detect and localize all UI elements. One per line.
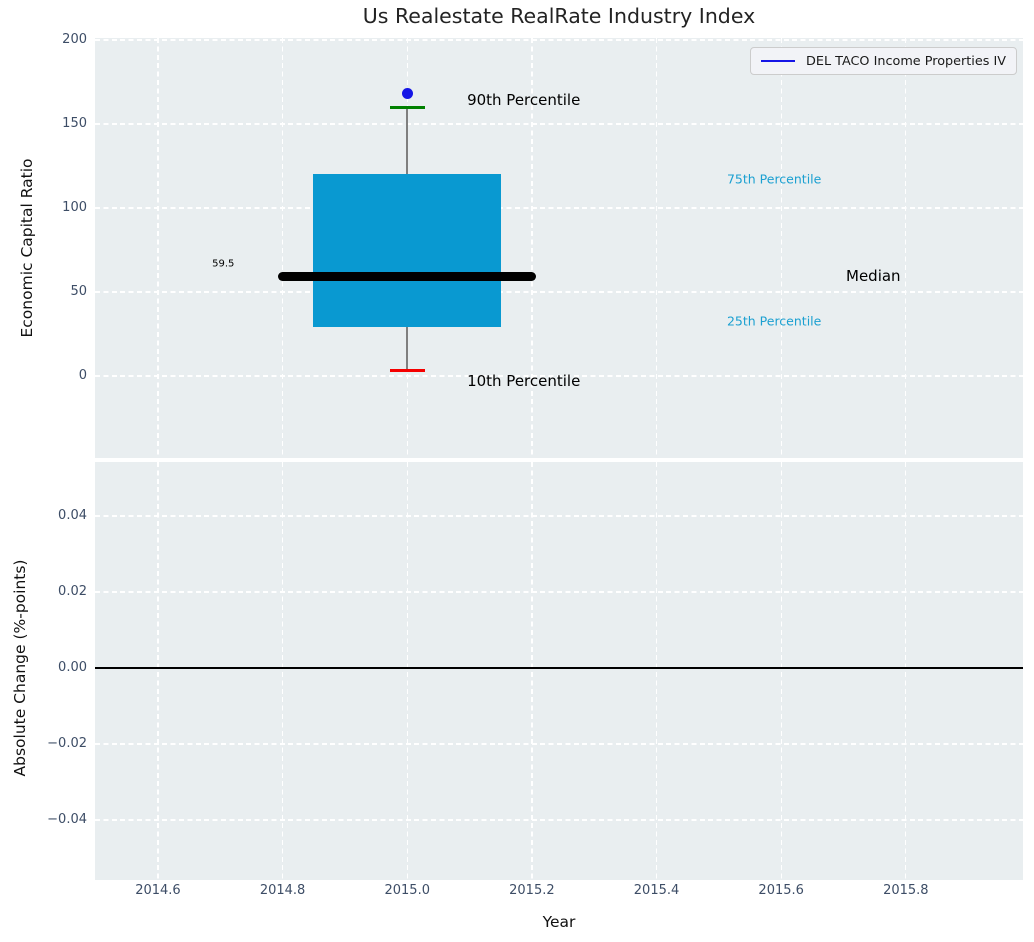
- gridline-horizontal: [95, 123, 1023, 125]
- median-line: [278, 271, 537, 281]
- gridline-horizontal: [95, 515, 1023, 517]
- top-axes: 90th Percentile 10th Percentile 75th Perce…: [95, 38, 1023, 458]
- legend-line-icon: [761, 59, 795, 63]
- gridline-vertical: [780, 462, 782, 880]
- y-tick-label: 200: [62, 32, 87, 48]
- y-tick-label: 50: [70, 284, 87, 300]
- gridline-horizontal: [95, 375, 1023, 377]
- y-tick-label: 0.02: [58, 583, 87, 599]
- gridline-vertical: [281, 462, 284, 880]
- gridline-vertical: [281, 38, 284, 458]
- annotation-10th-percentile: 10th Percentile: [467, 372, 581, 391]
- x-tick-label: 2015.6: [758, 883, 804, 898]
- legend: DEL TACO Income Properties IV: [750, 47, 1017, 75]
- annotation-25th-percentile: 25th Percentile: [726, 313, 822, 329]
- gridline-vertical: [531, 462, 533, 880]
- bottom-axes: [95, 462, 1023, 880]
- annotation-75th-percentile: 75th Percentile: [726, 171, 822, 187]
- x-tick-label: 2015.8: [883, 883, 929, 898]
- gridline-vertical: [406, 462, 408, 880]
- y-tick-label: −0.02: [47, 735, 87, 751]
- x-tick-label: 2015.4: [633, 883, 680, 898]
- x-tick-label: 2014.8: [259, 883, 306, 898]
- x-tick-label: 2015.2: [509, 883, 555, 898]
- gridline-vertical: [157, 38, 159, 458]
- annotation-90th-percentile: 90th Percentile: [467, 90, 581, 109]
- gridline-vertical: [531, 38, 533, 458]
- legend-label: DEL TACO Income Properties IV: [806, 53, 1006, 69]
- gridline-vertical: [905, 38, 907, 458]
- bottom-y-axis-label: Absolute Change (%-points): [11, 559, 29, 777]
- y-tick-label: −0.04: [47, 811, 87, 827]
- gridline-horizontal: [95, 39, 1023, 41]
- annotation-median-value: 59.5: [212, 258, 235, 270]
- y-tick-label: 0: [78, 368, 87, 384]
- company-marker: [401, 88, 413, 100]
- gridline-vertical: [780, 38, 782, 458]
- gridline-vertical: [905, 462, 907, 880]
- gridline-vertical: [655, 38, 658, 458]
- gridline-horizontal: [95, 591, 1023, 593]
- top-y-axis-label: Economic Capital Ratio: [18, 158, 36, 338]
- x-tick-label: 2014.6: [135, 883, 181, 898]
- zero-line: [95, 667, 1023, 669]
- whisker-cap-90th: [389, 105, 425, 109]
- gridline-horizontal: [95, 207, 1023, 209]
- y-tick-label: 0.00: [58, 659, 87, 675]
- gridline-horizontal: [95, 291, 1023, 293]
- y-tick-label: 100: [62, 200, 87, 216]
- gridline-horizontal: [95, 819, 1023, 821]
- annotation-median: Median: [846, 267, 901, 286]
- whisker-cap-10th: [389, 368, 425, 372]
- box-iqr: [313, 174, 502, 328]
- gridline-vertical: [157, 462, 159, 880]
- y-tick-label: 150: [62, 116, 87, 132]
- x-axis-label: Year: [542, 913, 576, 931]
- y-tick-label: 0.04: [58, 507, 87, 523]
- gridline-horizontal: [95, 743, 1023, 745]
- x-tick-label: 2015.0: [384, 883, 430, 898]
- chart-title: Us Realestate RealRate Industry Index: [362, 4, 756, 28]
- gridline-vertical: [655, 462, 658, 880]
